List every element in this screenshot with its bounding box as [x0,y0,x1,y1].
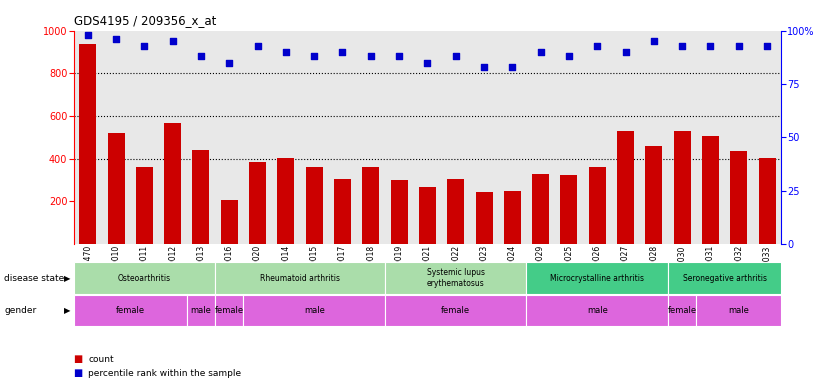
Point [336,49,349,55]
Bar [221,200,238,244]
Bar [475,192,492,244]
Bar [589,167,605,244]
Text: ▶: ▶ [64,273,70,283]
Bar [668,262,781,294]
Point [137,43,151,49]
Bar [527,262,668,294]
Bar [244,295,385,326]
Bar [385,262,527,294]
Bar [391,180,407,244]
Bar [560,175,578,244]
Bar [79,43,97,244]
Bar [617,131,634,244]
Point [251,43,264,49]
Point [222,60,236,66]
Point [449,53,462,60]
Bar [249,162,266,244]
Bar [164,123,181,244]
Point [534,49,547,55]
Bar [419,187,436,244]
Text: GDS4195 / 209356_x_at: GDS4195 / 209356_x_at [74,15,216,27]
Bar [334,179,351,244]
Text: Seronegative arthritis: Seronegative arthritis [682,273,766,283]
Text: male: male [587,306,608,315]
Bar [674,131,690,244]
Bar [504,190,521,244]
Text: disease state: disease state [4,273,65,283]
Point [591,43,604,49]
Point [703,43,717,49]
Text: female: female [115,306,145,315]
Point [619,49,632,55]
Bar [74,262,215,294]
Point [364,53,377,60]
Point [195,53,208,60]
Text: Systemic lupus
erythematosus: Systemic lupus erythematosus [427,268,485,288]
Point [647,38,660,45]
Point [761,43,774,49]
Bar [108,133,124,244]
Point [420,60,434,66]
Bar [533,174,549,244]
Point [110,36,123,42]
Text: percentile rank within the sample: percentile rank within the sample [88,369,241,378]
Point [166,38,179,45]
Bar [758,157,775,244]
Text: Rheumatoid arthritis: Rheumatoid arthritis [260,273,340,283]
Text: female: female [214,306,244,315]
Text: male: male [728,306,749,315]
Bar [187,295,215,326]
Text: female: female [441,306,470,315]
Point [732,43,745,49]
Text: female: female [667,306,697,315]
Bar [74,295,187,326]
Bar [362,167,380,244]
Bar [668,295,696,326]
Text: ■: ■ [74,354,83,364]
Point [308,53,321,60]
Bar [645,146,663,244]
Text: Microcrystalline arthritis: Microcrystalline arthritis [551,273,645,283]
Point [393,53,406,60]
Point [676,43,689,49]
Point [562,53,575,60]
Bar [447,179,464,244]
Bar [192,150,209,244]
Text: count: count [88,354,114,364]
Point [478,64,491,70]
Bar [215,262,385,294]
Bar [730,151,747,244]
Bar [277,157,294,244]
Point [506,64,519,70]
Text: ▶: ▶ [64,306,70,315]
Bar [385,295,527,326]
Text: male: male [303,306,325,315]
Point [279,49,293,55]
Text: male: male [191,306,211,315]
Bar [702,136,719,244]
Text: ■: ■ [74,368,83,378]
Bar [136,167,153,244]
Bar [527,295,668,326]
Text: Osteoarthritis: Osteoarthritis [118,273,171,283]
Bar [696,295,781,326]
Bar [215,295,244,326]
Point [81,32,94,38]
Bar [306,167,322,244]
Text: gender: gender [4,306,36,315]
